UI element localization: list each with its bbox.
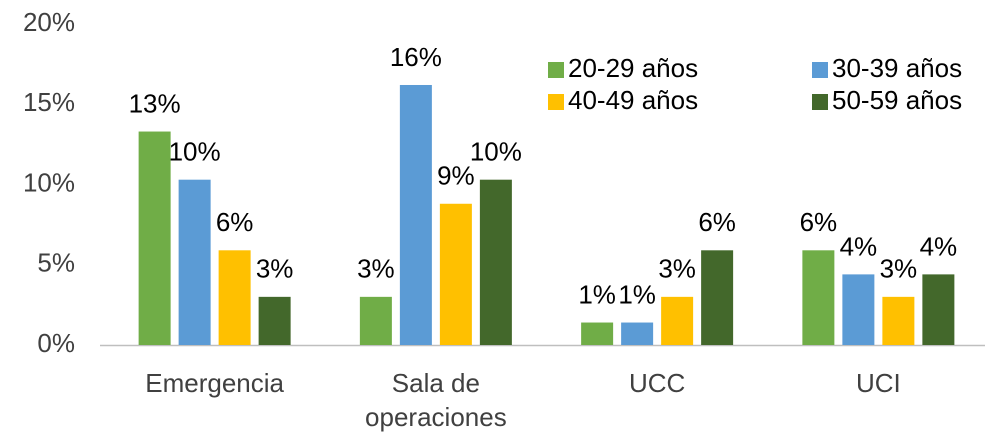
legend-swatch (548, 62, 564, 78)
data-label: 3% (880, 254, 918, 284)
data-label: 4% (920, 231, 958, 261)
y-tick-label: 0% (37, 328, 75, 358)
legend-label: 20-29 años (568, 53, 698, 83)
data-label: 10% (169, 137, 221, 167)
bar (701, 250, 734, 345)
x-tick-label: UCI (856, 368, 901, 398)
bar (882, 296, 915, 345)
legend-swatch (548, 94, 564, 110)
data-label: 9% (437, 161, 475, 191)
data-label: 3% (658, 254, 696, 284)
bar (621, 322, 654, 345)
bar (399, 84, 432, 346)
bar (218, 250, 251, 345)
legend-label: 40-49 años (568, 85, 698, 115)
legend-label: 30-39 años (832, 53, 962, 83)
bar (479, 179, 512, 345)
data-label: 16% (390, 42, 442, 72)
bar (842, 274, 875, 345)
data-label: 3% (256, 254, 294, 284)
x-tick-label: UCC (629, 368, 685, 398)
bar (802, 250, 835, 345)
bar (581, 322, 614, 345)
data-label: 6% (698, 207, 736, 237)
data-label: 6% (800, 207, 838, 237)
bar (661, 296, 694, 345)
y-tick-label: 5% (37, 248, 75, 278)
bar (138, 131, 171, 345)
bar (922, 274, 955, 345)
legend-swatch (812, 94, 828, 110)
data-label: 3% (357, 254, 395, 284)
bar (359, 296, 392, 345)
data-label: 10% (470, 137, 522, 167)
legend-swatch (812, 62, 828, 78)
bar (439, 203, 472, 345)
y-tick-label: 20% (23, 7, 75, 37)
data-label: 4% (840, 231, 878, 261)
data-label: 13% (129, 88, 181, 118)
data-label: 6% (216, 207, 254, 237)
x-tick-label: Sala de operaciones (365, 368, 507, 432)
bar (258, 296, 291, 345)
data-label: 1% (578, 279, 616, 309)
data-label: 1% (618, 279, 656, 309)
y-tick-label: 15% (23, 87, 75, 117)
x-tick-label: Emergencia (145, 368, 284, 398)
legend-label: 50-59 años (832, 85, 962, 115)
bar (178, 179, 211, 345)
y-tick-label: 10% (23, 167, 75, 197)
